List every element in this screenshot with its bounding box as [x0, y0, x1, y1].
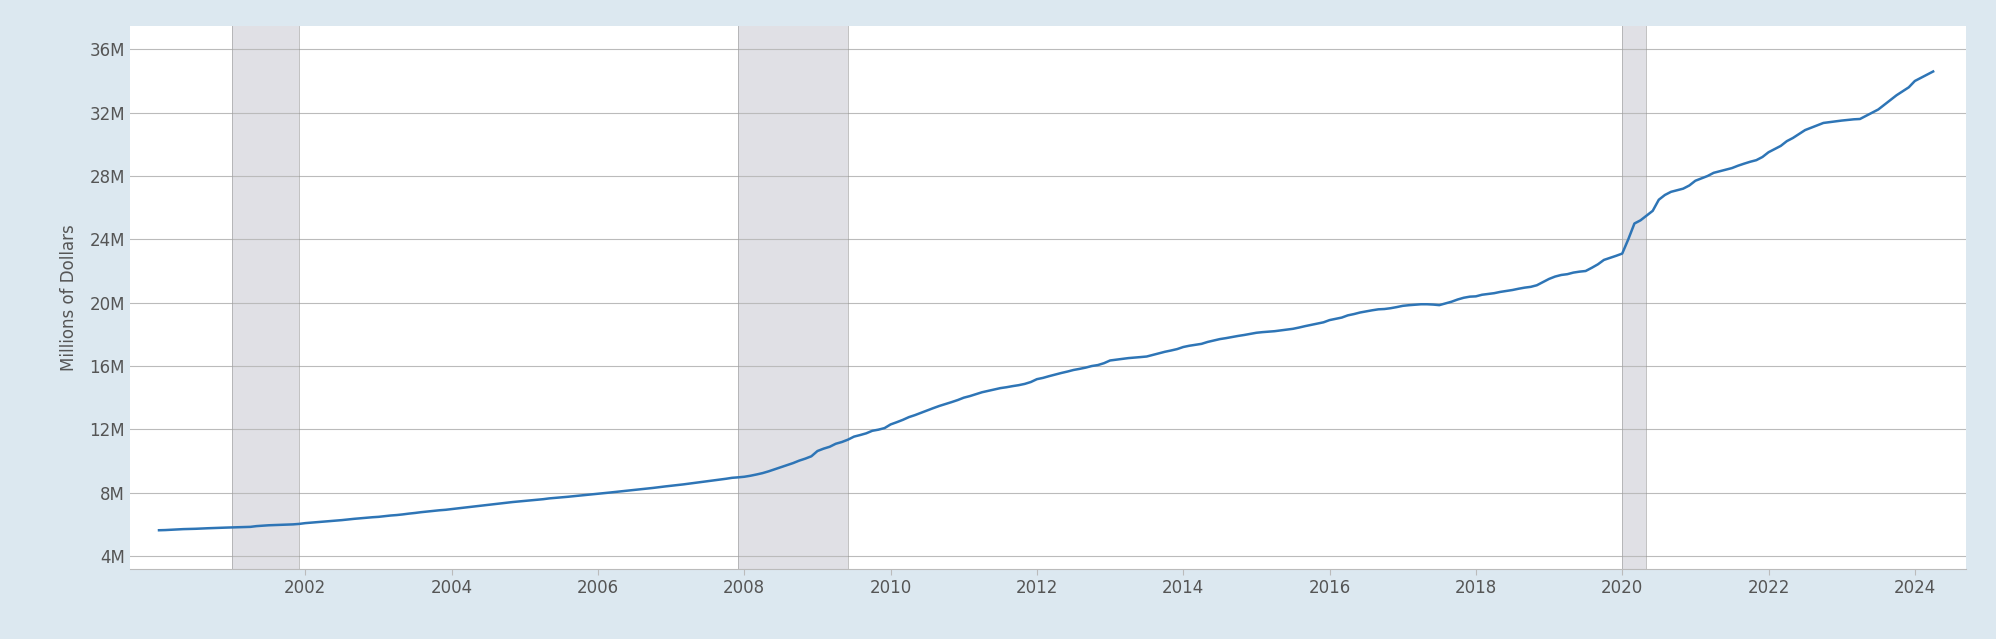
Bar — [232, 26, 299, 569]
Bar — [739, 26, 848, 569]
Y-axis label: Millions of Dollars: Millions of Dollars — [60, 224, 78, 371]
Bar — [1623, 26, 1647, 569]
